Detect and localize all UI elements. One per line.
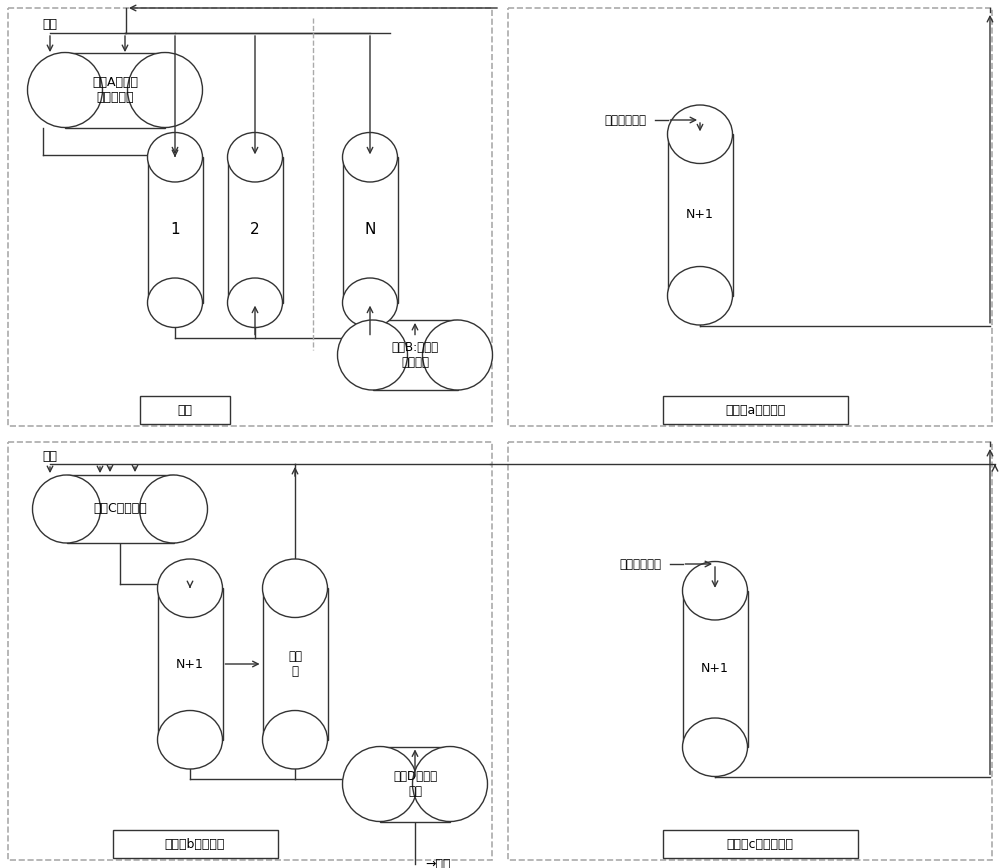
- Bar: [66, 475, 174, 543]
- Text: 1: 1: [170, 222, 180, 238]
- Bar: [372, 320, 458, 390]
- Ellipse shape: [682, 562, 748, 620]
- Ellipse shape: [158, 559, 222, 617]
- Ellipse shape: [28, 52, 103, 128]
- Bar: [508, 442, 992, 860]
- Bar: [262, 589, 328, 740]
- Ellipse shape: [228, 133, 283, 182]
- Ellipse shape: [32, 475, 100, 543]
- Text: 吸附: 吸附: [178, 404, 192, 417]
- Ellipse shape: [148, 133, 202, 182]
- Bar: [140, 396, 230, 424]
- Ellipse shape: [262, 559, 328, 617]
- Bar: [148, 157, 202, 303]
- Text: 热的惰性气体: 热的惰性气体: [604, 114, 646, 127]
- Ellipse shape: [158, 711, 222, 769]
- Text: 热的惰性气体: 热的惰性气体: [619, 557, 661, 570]
- Bar: [8, 442, 492, 860]
- Text: N+1: N+1: [701, 662, 729, 675]
- Bar: [662, 396, 848, 424]
- Text: 储罐D：氯代
联苯: 储罐D：氯代 联苯: [393, 770, 437, 798]
- Text: →焚烧: →焚烧: [425, 858, 450, 868]
- Bar: [508, 8, 992, 426]
- Ellipse shape: [342, 746, 418, 821]
- Ellipse shape: [128, 52, 202, 128]
- Bar: [682, 591, 748, 747]
- Text: 步骤（c）：再吹扫: 步骤（c）：再吹扫: [726, 838, 794, 851]
- Ellipse shape: [140, 475, 208, 543]
- Bar: [342, 157, 398, 303]
- Bar: [662, 830, 858, 858]
- Bar: [668, 135, 732, 296]
- Ellipse shape: [668, 266, 732, 325]
- Text: 蒸馏
瓶: 蒸馏 瓶: [288, 650, 302, 678]
- Bar: [65, 52, 165, 128]
- Ellipse shape: [262, 711, 328, 769]
- Ellipse shape: [342, 133, 398, 182]
- Text: 步骤（b）：脱附: 步骤（b）：脱附: [165, 838, 225, 851]
- Text: 储罐C：脱附剂: 储罐C：脱附剂: [93, 503, 147, 516]
- Bar: [112, 830, 278, 858]
- Text: N: N: [364, 222, 376, 238]
- Ellipse shape: [148, 278, 202, 327]
- Bar: [8, 8, 492, 426]
- Ellipse shape: [413, 746, 488, 821]
- Text: 储罐A：前体
材料粗产品: 储罐A：前体 材料粗产品: [92, 76, 138, 104]
- Ellipse shape: [338, 320, 408, 390]
- Bar: [380, 746, 450, 821]
- Bar: [228, 157, 283, 303]
- Ellipse shape: [342, 278, 398, 327]
- Ellipse shape: [668, 105, 732, 163]
- Text: 储罐B:纯化的
前体材料: 储罐B:纯化的 前体材料: [391, 341, 439, 369]
- Bar: [158, 589, 222, 740]
- Text: N+1: N+1: [176, 657, 204, 670]
- Ellipse shape: [422, 320, 492, 390]
- Ellipse shape: [228, 278, 283, 327]
- Text: 补加: 补加: [42, 18, 58, 31]
- Text: N+1: N+1: [686, 208, 714, 221]
- Text: 补加: 补加: [42, 450, 58, 463]
- Ellipse shape: [682, 718, 748, 777]
- Text: 步骤（a）：吹扫: 步骤（a）：吹扫: [725, 404, 785, 417]
- Text: 2: 2: [250, 222, 260, 238]
